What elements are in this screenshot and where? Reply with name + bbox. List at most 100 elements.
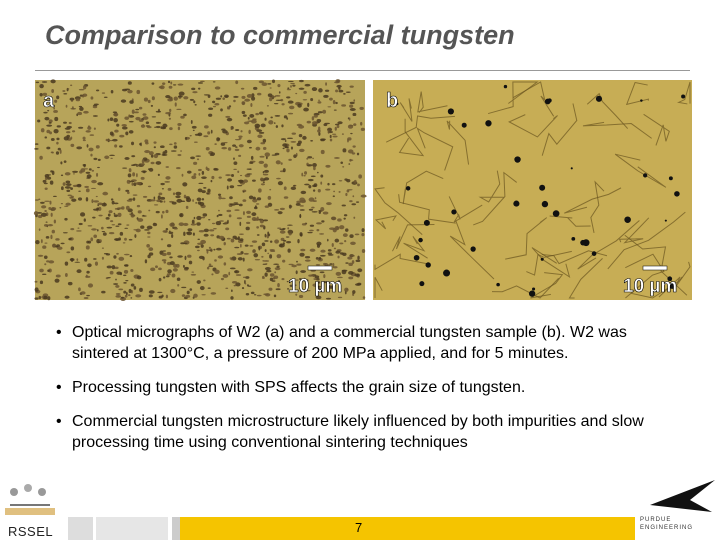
grain-dot (160, 182, 165, 186)
grain-dot (343, 214, 348, 217)
grain-dot (205, 166, 208, 171)
grain-dot (37, 119, 41, 123)
grain-dot (34, 199, 39, 201)
grain-dot (40, 201, 45, 204)
grain-dot (108, 210, 113, 214)
grain-dot (132, 172, 136, 177)
pore (674, 191, 680, 197)
grain-dot (211, 175, 215, 180)
grain-dot (338, 190, 341, 193)
grain-dot (203, 135, 209, 138)
grain-dot (193, 173, 197, 176)
grain-dot (275, 160, 281, 165)
grain-dot (264, 272, 268, 277)
grain-dot (40, 212, 47, 217)
grain-dot (69, 259, 75, 261)
grain-dot (242, 199, 247, 202)
scale-label: 10 µm (288, 276, 342, 297)
grain-dot (180, 150, 183, 152)
grain-dot (234, 203, 240, 206)
grain-boundary (399, 98, 413, 122)
grain-dot (189, 288, 193, 291)
grain-dot (110, 157, 113, 160)
grain-dot (194, 141, 198, 143)
grain-dot (84, 185, 89, 188)
grain-dot (281, 278, 285, 281)
grain-dot (53, 219, 57, 224)
logo-left-icon (5, 484, 55, 515)
grain-dot (101, 92, 106, 94)
grain-dot (201, 294, 206, 296)
grain-dot (97, 182, 104, 186)
grain-dot (173, 142, 177, 145)
grain-dot (95, 145, 100, 149)
grain-dot (325, 297, 332, 300)
grain-dot (258, 131, 265, 134)
grain-dot (121, 124, 127, 127)
grain-dot (128, 198, 133, 200)
grain-dot (122, 167, 128, 169)
grain-dot (279, 243, 283, 248)
grain-dot (252, 249, 256, 254)
panel-label: a (43, 90, 55, 112)
grain-dot (357, 282, 362, 286)
grain-dot (280, 162, 283, 165)
grain-dot (278, 91, 281, 94)
grain-dot (332, 228, 337, 233)
grain-dot (302, 135, 307, 140)
grain-dot (113, 214, 118, 218)
grain-dot (287, 87, 290, 90)
grain-dot (361, 233, 365, 237)
grain-dot (57, 147, 61, 151)
grain-dot (264, 177, 270, 181)
grain-dot (327, 106, 332, 108)
grain-dot (259, 219, 264, 224)
grain-dot (334, 126, 337, 131)
logo-right-icon (650, 480, 715, 512)
grain-dot (210, 152, 215, 156)
grain-dot (162, 276, 166, 279)
grain-dot (359, 106, 364, 110)
grain-boundary (582, 121, 652, 139)
grain-dot (337, 218, 342, 222)
pore (668, 176, 673, 181)
grain-dot (147, 236, 151, 238)
grain-dot (244, 98, 251, 102)
grain-dot (292, 84, 296, 87)
grain-dot (191, 87, 196, 91)
grain-dot (274, 271, 277, 274)
grain-boundary (618, 217, 650, 244)
grain-dot (329, 138, 333, 142)
grain-dot (290, 186, 297, 191)
grain-dot (207, 249, 213, 251)
scale-bar (642, 265, 668, 271)
grain-dot (65, 180, 71, 184)
grain-dot (262, 219, 268, 222)
grain-dot (304, 256, 311, 259)
grain-dot (48, 260, 55, 264)
grain-dot (295, 92, 298, 95)
grain-dot (59, 149, 62, 154)
grain-dot (336, 124, 340, 129)
grain-boundary (449, 220, 495, 280)
grain-dot (87, 240, 92, 244)
grain-dot (60, 174, 64, 177)
grain-dot (262, 171, 265, 174)
grain-dot (233, 161, 238, 166)
grain-dot (136, 89, 141, 95)
grain-dot (191, 175, 197, 180)
grain-dot (190, 273, 197, 276)
grain-dot (115, 292, 121, 295)
grain-dot (79, 106, 84, 111)
grain-dot (161, 252, 167, 257)
grain-dot (41, 81, 48, 83)
grain-dot (150, 104, 154, 107)
grain-dot (111, 265, 116, 270)
grain-dot (206, 266, 210, 270)
grain-boundaries (374, 81, 691, 299)
grain-dot (246, 94, 253, 98)
grain-dot (222, 129, 228, 134)
grain-dot (135, 294, 142, 298)
grain-dot (130, 141, 135, 146)
grain-dot (296, 263, 302, 266)
